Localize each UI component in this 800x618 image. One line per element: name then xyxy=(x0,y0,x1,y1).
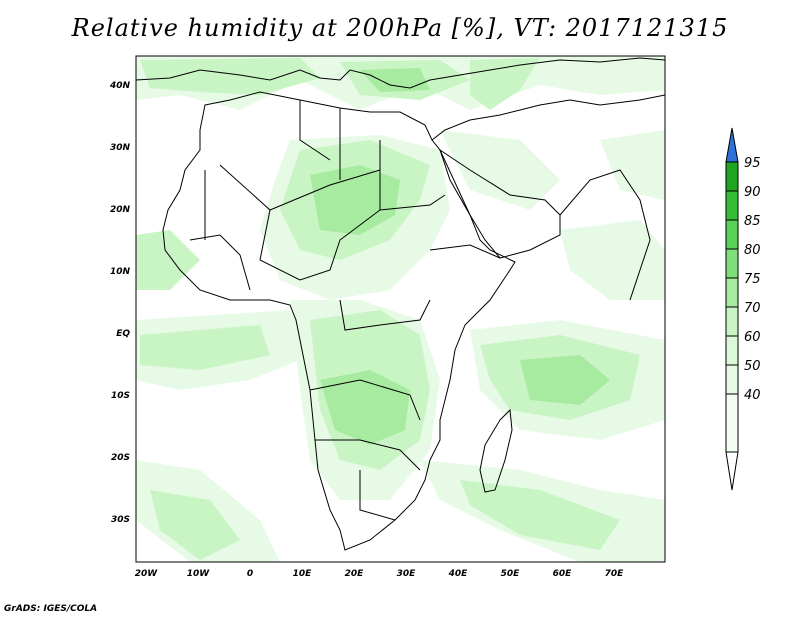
lat-tick-label: 40N xyxy=(109,81,131,91)
colorbar-under-arrow xyxy=(725,451,739,491)
colorbar-label: 95 xyxy=(744,156,761,171)
lat-tick-label: 20N xyxy=(110,205,131,215)
colorbar-swatch-60-70 xyxy=(725,306,739,337)
lon-tick-label: 50E xyxy=(501,569,521,579)
lat-tick-labels: 40N 30N 20N 10N EQ 10S 20S 30S xyxy=(109,81,131,525)
lon-tick-label: 20W xyxy=(135,569,159,579)
colorbar-label: 50 xyxy=(744,359,761,374)
lat-tick-label: 20S xyxy=(111,453,130,463)
lon-tick-labels: 20W 10W 0 10E 20E 30E 40E 50E 60E 70E xyxy=(135,569,624,579)
colorbar-label: 85 xyxy=(744,214,761,229)
colorbar-over-arrow xyxy=(725,127,739,163)
lon-tick-label: 70E xyxy=(605,569,625,579)
lat-tick-label: 30S xyxy=(111,515,130,525)
colorbar-label: 75 xyxy=(744,272,761,287)
lon-tick-label: 10E xyxy=(293,569,313,579)
colorbar-swatch-50-60 xyxy=(725,335,739,366)
colorbar-label: 80 xyxy=(744,243,761,258)
colorbar-swatch-40-50 xyxy=(725,364,739,395)
colorbar-swatch-80-85 xyxy=(725,219,739,250)
colorbar-swatch-85-90 xyxy=(725,190,739,221)
humidity-shading xyxy=(136,56,665,562)
lon-tick-label: 60E xyxy=(553,569,573,579)
grads-credit: GrADS: IGES/COLA xyxy=(4,604,98,614)
lon-tick-label: 10W xyxy=(187,569,211,579)
colorbar-label: 60 xyxy=(744,330,761,345)
lon-tick-label: 40E xyxy=(448,569,469,579)
colorbar-label: 40 xyxy=(744,388,761,403)
map-title: Relative humidity at 200hPa [%], VT: 201… xyxy=(71,14,729,42)
colorbar-swatch-below-40 xyxy=(725,393,739,453)
colorbar-swatch-75-80 xyxy=(725,248,739,279)
lat-tick-label: EQ xyxy=(116,329,130,339)
lon-tick-label: 20E xyxy=(345,569,365,579)
colorbar-label: 70 xyxy=(744,301,761,316)
lat-tick-label: 10N xyxy=(110,267,131,277)
lat-tick-label: 10S xyxy=(111,391,130,401)
plot-frame xyxy=(135,55,666,563)
colorbar-label: 90 xyxy=(744,185,761,200)
lon-tick-label: 0 xyxy=(247,569,253,579)
colorbar-swatch-70-75 xyxy=(725,277,739,308)
lat-tick-label: 30N xyxy=(110,143,131,153)
coastlines xyxy=(136,57,665,551)
lon-tick-label: 30E xyxy=(397,569,417,579)
colorbar: 95 90 85 80 75 70 60 50 40 xyxy=(725,127,761,491)
colorbar-swatch-90-95 xyxy=(725,161,739,192)
